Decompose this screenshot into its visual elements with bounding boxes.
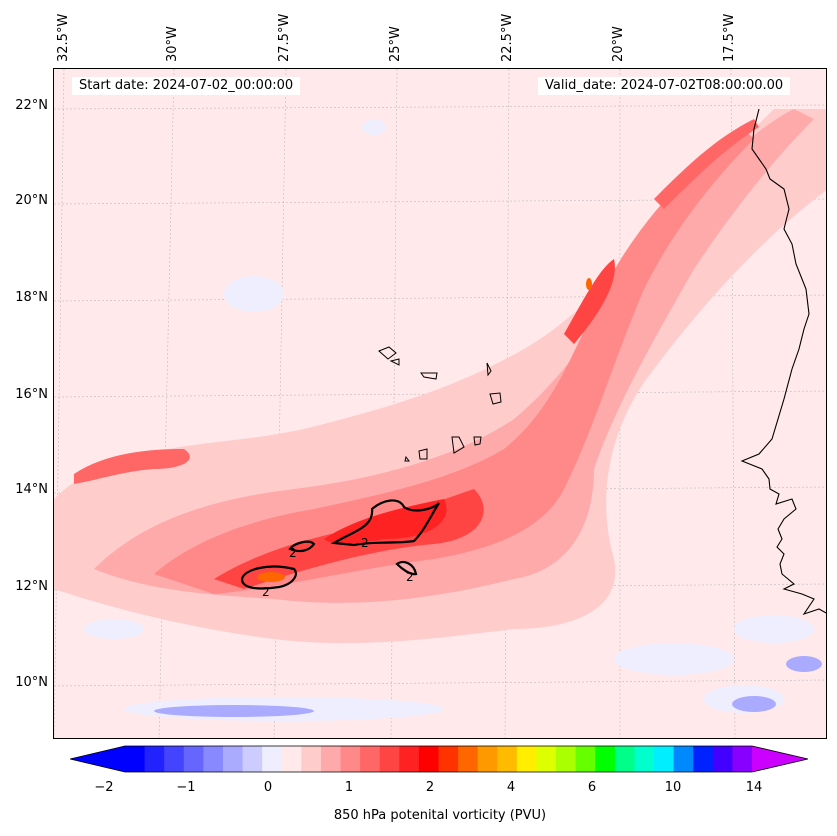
colorbar-cell [262,746,283,772]
colorbar-cell [320,746,342,772]
lat-label-12n: 12°N [15,579,48,594]
contour-2pvu [240,499,440,590]
contour-labels: 2 2 2 2 [262,536,414,599]
contour-label: 2 [361,536,369,550]
colorbar-cell [281,746,302,772]
colorbar-cell [125,746,146,772]
colorbar-extend-low [70,746,125,772]
colorbar-cell [673,746,694,772]
colorbar-cell [712,746,733,772]
colorbar-cell [536,746,557,772]
colorbar-tick: −2 [94,780,114,795]
colorbar-cell [693,746,714,772]
lon-label-32-5w: 32.5°W [56,13,71,62]
colorbar-extend-high [752,746,808,772]
colorbar-cell [340,746,361,772]
colorbar-cell [164,746,185,772]
lon-label-25w: 25°W [388,26,403,62]
colorbar-cell [203,746,224,772]
lat-label-16n: 16°N [15,387,48,402]
colorbar-cell [379,746,400,772]
colorbar-tick: 0 [263,780,273,795]
colorbar-cell [242,746,263,772]
pv-core [257,278,592,582]
start-date-box: Start date: 2024-07-02_00:00:00 [72,77,301,95]
positive-pv-band [54,109,826,644]
colorbar-cell [418,746,439,772]
lon-label-22-5w: 22.5°W [500,13,515,62]
colorbar-cell [222,746,244,772]
colorbar-cell [654,746,675,772]
colorbar-tick: 14 [745,780,763,795]
colorbar-tick: 6 [587,780,597,795]
colorbar-cell [575,746,596,772]
lat-label-22n: 22°N [15,98,48,113]
lon-label-20w: 20°W [611,26,626,62]
lat-label-14n: 14°N [15,482,48,497]
colorbar-cell [360,746,381,772]
contour-label: 2 [262,585,270,599]
islands [378,346,502,462]
colorbar-cell [516,746,537,772]
colorbar-tick: 2 [425,780,435,795]
colorbar-tick: −1 [176,780,196,795]
colorbar-cell [144,746,165,772]
contour-label: 2 [289,546,297,560]
colorbar-cell [438,746,459,772]
colorbar-cell [634,746,655,772]
african-coastline [740,108,826,616]
map-panel: 2 2 2 2 [53,68,827,739]
colorbar-cell [458,746,479,772]
colorbar [70,745,809,773]
colorbar-cell [399,746,420,772]
lon-label-17-5w: 17.5°W [722,13,737,62]
lon-label-27-5w: 27.5°W [277,13,292,62]
colorbar-cell [614,746,635,772]
colorbar-cell [301,746,322,772]
colorbar-cell [477,746,498,772]
lat-label-20n: 20°N [15,193,48,208]
colorbar-tick: 10 [664,780,682,795]
colorbar-label: 850 hPa potenital vorticity (PVU) [333,808,547,823]
colorbar-cell [732,746,753,772]
contour-label: 2 [406,570,414,584]
colorbar-cell [595,746,616,772]
valid-date-box: Valid_date: 2024-07-02T08:00:00.00 [538,77,791,95]
lat-label-18n: 18°N [15,290,48,305]
pv-field-map: 2 2 2 2 [54,69,826,738]
lat-label-10n: 10°N [15,675,48,690]
colorbar-cell [183,746,204,772]
colorbar-cells [125,746,753,772]
lon-label-30w: 30°W [165,26,180,62]
colorbar-cell [556,746,577,772]
colorbar-tick: 1 [344,780,354,795]
colorbar-cell [497,746,518,772]
colorbar-tick: 4 [506,780,516,795]
